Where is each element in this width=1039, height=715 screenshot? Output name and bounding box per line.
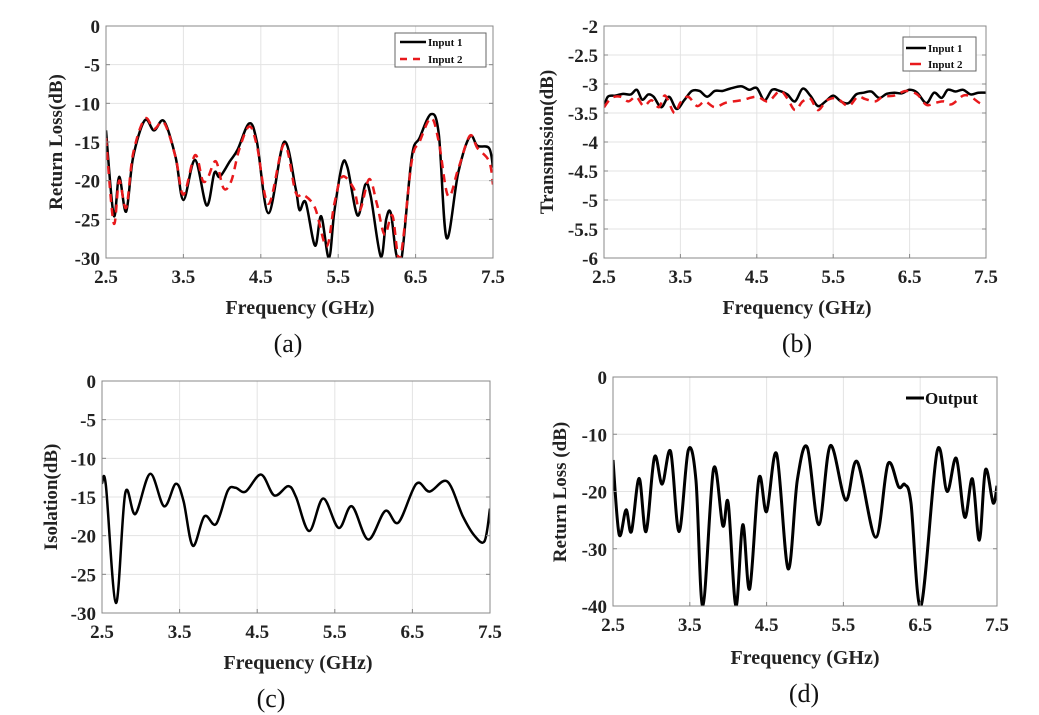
legend-label-input-1-b: Input 1 (928, 43, 963, 55)
series-line-input-1-b (604, 85, 986, 111)
y-tick-label-c: -20 (71, 527, 96, 548)
y-tick-label-a: -20 (75, 172, 100, 193)
y-tick-label-c: 0 (87, 372, 97, 393)
y-tick-label-b: -4 (582, 133, 598, 154)
y-tick-label-b: -3 (582, 75, 598, 96)
x-tick-label-d: 6.5 (908, 615, 932, 636)
x-tick-label-d: 2.5 (601, 615, 625, 636)
x-tick-label-b: 2.5 (592, 267, 616, 288)
y-tick-label-a: -10 (75, 94, 100, 115)
y-tick-label-b: -6 (582, 249, 598, 270)
x-tick-label-c: 5.5 (323, 622, 347, 643)
y-tick-label-a: -15 (75, 133, 100, 154)
y-axis-label-a: Return Loss(dB) (46, 74, 67, 210)
x-axis-label-a: Frequency (GHz) (225, 297, 374, 319)
x-tick-label-c: 7.5 (478, 622, 502, 643)
xticks-b: 2.5 3.5 4.5 5.5 6.5 7.5 (592, 254, 998, 288)
grid-d (612, 376, 998, 607)
y-axis-label-d: Return Loss (dB) (550, 422, 571, 562)
y-tick-label-b: -3.5 (568, 104, 598, 125)
x-tick-label-b: 3.5 (669, 267, 693, 288)
x-tick-label-a: 5.5 (326, 267, 350, 288)
y-axis-label-b: Transmission(dB) (537, 70, 558, 214)
caption-d: (d) (789, 679, 819, 708)
y-tick-label-c: -25 (71, 565, 96, 586)
y-tick-label-a: -25 (75, 210, 100, 231)
y-tick-label-c: -5 (80, 411, 96, 432)
yticks-b: -2 -2.5 -3 -3.5 -4 -4.5 -5 -5.5 -6 (568, 17, 986, 270)
x-tick-label-d: 7.5 (985, 615, 1009, 636)
x-tick-label-c: 4.5 (245, 622, 269, 643)
legend-label-input-1-a: Input 1 (428, 37, 463, 49)
xticks-d: 2.5 3.5 4.5 5.5 6.5 7.5 (601, 602, 1009, 636)
legend-b: Input 1 Input 2 (902, 36, 977, 72)
x-tick-label-c: 2.5 (90, 622, 114, 643)
legend-a: Input 1 Input 2 (394, 32, 487, 68)
yticks-d: 0 -10 -20 -30 -40 (582, 368, 997, 618)
y-tick-label-c: -15 (71, 488, 96, 509)
y-tick-label-b: -5 (582, 191, 598, 212)
yticks-c: 0 -5 -10 -15 -20 -25 -30 (71, 372, 490, 625)
chart-panel-d: 0 -10 -20 -30 -40 2.5 3.5 4.5 5.5 6.5 7.5 Frequen… (550, 368, 1009, 708)
x-tick-label-b: 6.5 (898, 267, 922, 288)
y-tick-label-a: 0 (91, 17, 101, 38)
caption-b: (b) (782, 329, 812, 358)
y-tick-label-b: -2.5 (568, 46, 598, 67)
x-tick-label-d: 5.5 (832, 615, 856, 636)
y-axis-label-c: Isolation(dB) (41, 444, 62, 551)
x-axis-label-d: Frequency (GHz) (730, 647, 879, 669)
series-layer-a (106, 112, 493, 258)
caption-c: (c) (257, 684, 286, 713)
series-line-input-2-b (604, 89, 986, 115)
y-tick-label-a: -30 (75, 249, 100, 270)
chart-panel-a: 0 -5 -10 -15 -20 -25 -30 2.5 3.5 4.5 5.5 6.5 7.5 Fr… (46, 17, 505, 358)
x-tick-label-b: 5.5 (821, 267, 845, 288)
y-tick-label-b: -2 (582, 17, 598, 38)
x-tick-label-a: 6.5 (404, 267, 428, 288)
series-line-input-2-a (106, 116, 493, 258)
caption-a: (a) (274, 329, 303, 358)
x-tick-label-a: 3.5 (172, 267, 196, 288)
x-tick-label-b: 4.5 (745, 267, 769, 288)
x-tick-label-d: 4.5 (755, 615, 779, 636)
series-line-output-d (613, 444, 997, 606)
y-tick-label-d: -30 (582, 540, 607, 561)
x-tick-label-d: 3.5 (678, 615, 702, 636)
y-tick-label-b: -4.5 (568, 162, 598, 183)
x-tick-label-a: 2.5 (94, 267, 118, 288)
xticks-c: 2.5 3.5 4.5 5.5 6.5 7.5 (90, 609, 502, 643)
series-layer-b (604, 85, 986, 115)
y-tick-label-d: -10 (582, 425, 607, 446)
x-tick-label-b: 7.5 (974, 267, 998, 288)
x-tick-label-a: 7.5 (481, 267, 505, 288)
xticks-a: 2.5 3.5 4.5 5.5 6.5 7.5 (94, 254, 505, 288)
y-tick-label-c: -10 (71, 449, 96, 470)
series-line-isolation-c (102, 472, 490, 605)
y-tick-label-b: -5.5 (568, 220, 598, 241)
series-layer-c (102, 472, 490, 605)
legend-label-output-d: Output (925, 389, 978, 408)
y-tick-label-c: -30 (71, 604, 96, 625)
x-tick-label-a: 4.5 (249, 267, 273, 288)
series-layer-d (613, 444, 997, 606)
y-tick-label-d: -40 (582, 597, 607, 618)
y-tick-label-d: 0 (598, 368, 608, 389)
series-line-input-1-a (106, 112, 493, 258)
x-tick-label-c: 6.5 (401, 622, 425, 643)
chart-panel-b: -2 -2.5 -3 -3.5 -4 -4.5 -5 -5.5 -6 2.5 3.5 4.5 5.5 6… (537, 17, 998, 358)
x-axis-label-b: Frequency (GHz) (722, 297, 871, 319)
legend-d: Output (906, 389, 978, 408)
y-tick-label-d: -20 (582, 483, 607, 504)
yticks-a: 0 -5 -10 -15 -20 -25 -30 (75, 17, 493, 270)
x-tick-label-c: 3.5 (168, 622, 192, 643)
chart-panel-c: 0 -5 -10 -15 -20 -25 -30 2.5 3.5 4.5 5.5 6.5 7.5 Fr… (41, 372, 502, 713)
y-tick-label-a: -5 (84, 56, 100, 77)
legend-label-input-2-a: Input 2 (428, 54, 463, 66)
legend-label-input-2-b: Input 2 (928, 59, 963, 71)
x-axis-label-c: Frequency (GHz) (223, 652, 372, 674)
